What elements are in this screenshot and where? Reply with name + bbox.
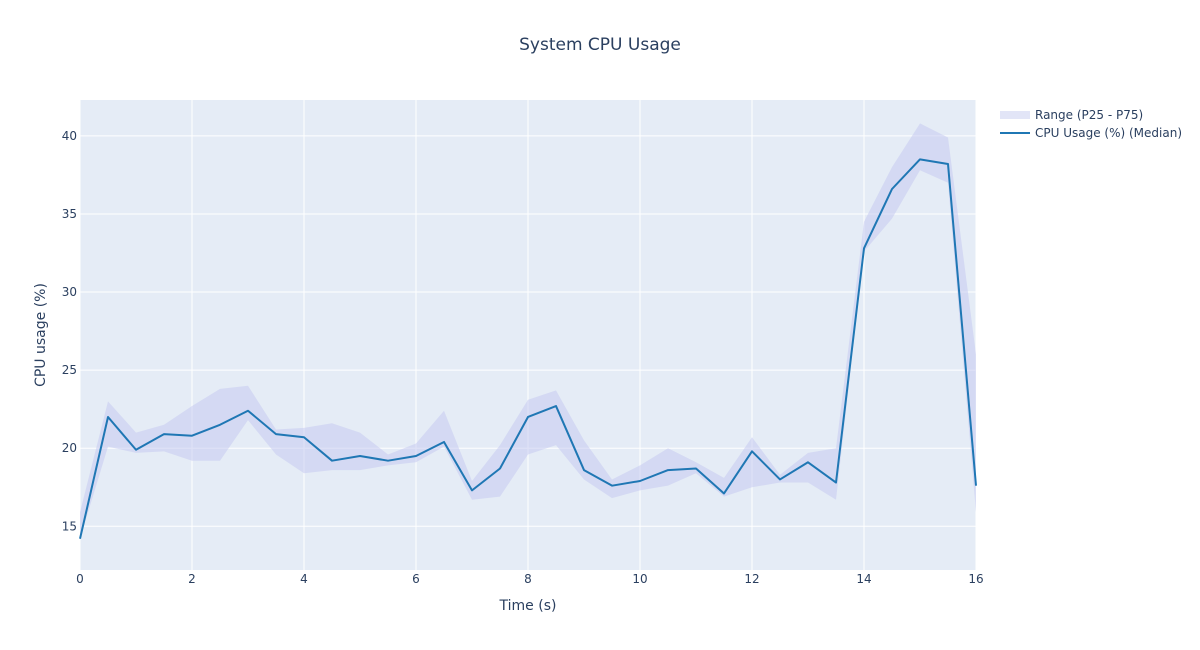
legend-item-median[interactable]: CPU Usage (%) (Median) bbox=[1000, 126, 1182, 140]
x-tick-label: 8 bbox=[524, 572, 532, 586]
range-band-layer bbox=[80, 123, 976, 539]
legend-item-range[interactable]: Range (P25 - P75) bbox=[1000, 108, 1143, 122]
y-tick-label: 35 bbox=[62, 207, 77, 221]
y-tick-label: 25 bbox=[62, 363, 77, 377]
x-tick-label: 16 bbox=[968, 572, 983, 586]
y-tick-label: 40 bbox=[62, 129, 77, 143]
x-axis-ticks: 0 2 4 6 8 10 12 14 16 bbox=[76, 572, 983, 586]
x-tick-label: 10 bbox=[632, 572, 647, 586]
range-band bbox=[80, 123, 976, 539]
median-line-layer bbox=[79, 158, 977, 539]
y-tick-label: 20 bbox=[62, 441, 77, 455]
y-tick-label: 30 bbox=[62, 285, 77, 299]
x-axis-label: Time (s) bbox=[499, 598, 557, 614]
y-axis-label: CPU usage (%) bbox=[33, 283, 49, 387]
x-tick-label: 12 bbox=[744, 572, 759, 586]
legend[interactable]: Range (P25 - P75) CPU Usage (%) (Median) bbox=[1000, 108, 1182, 140]
legend-label-range: Range (P25 - P75) bbox=[1035, 108, 1143, 122]
chart-title: System CPU Usage bbox=[519, 35, 681, 55]
x-tick-label: 0 bbox=[76, 572, 84, 586]
x-tick-label: 4 bbox=[300, 572, 308, 586]
y-axis-ticks: 15 20 25 30 35 40 bbox=[62, 129, 77, 533]
legend-label-median: CPU Usage (%) (Median) bbox=[1035, 126, 1182, 140]
x-tick-label: 14 bbox=[856, 572, 871, 586]
x-tick-label: 2 bbox=[188, 572, 196, 586]
x-tick-label: 6 bbox=[412, 572, 420, 586]
legend-swatch-range bbox=[1000, 111, 1030, 119]
y-tick-label: 15 bbox=[62, 519, 77, 533]
median-line bbox=[79, 158, 977, 539]
